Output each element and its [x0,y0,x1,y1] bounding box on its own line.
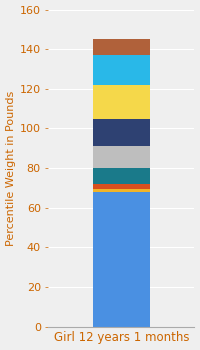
Bar [93,39,150,55]
Bar [93,168,150,184]
Bar [93,146,150,168]
Bar [93,192,150,327]
Bar [93,55,150,85]
Bar [93,189,150,192]
Bar [93,184,150,189]
Y-axis label: Percentile Weight in Pounds: Percentile Weight in Pounds [6,90,16,246]
Bar [93,85,150,119]
Bar [93,119,150,146]
